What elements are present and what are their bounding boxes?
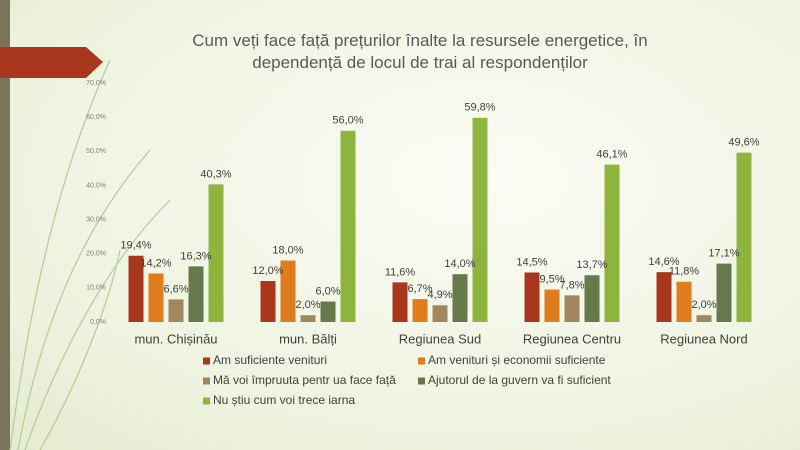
bar bbox=[320, 301, 336, 322]
value-label: 46,1% bbox=[596, 149, 627, 161]
value-label: 7,8% bbox=[559, 279, 584, 291]
bar bbox=[736, 152, 752, 322]
y-tick-label: 50,0% bbox=[86, 148, 106, 155]
value-label: 12,0% bbox=[252, 265, 283, 277]
bar bbox=[544, 289, 560, 322]
legend-swatch bbox=[203, 397, 210, 405]
bar bbox=[584, 275, 600, 322]
title-banner bbox=[0, 47, 103, 78]
legend-swatch bbox=[418, 377, 425, 385]
value-label: 2,0% bbox=[691, 299, 716, 311]
value-label: 6,0% bbox=[315, 285, 340, 297]
value-label: 19,4% bbox=[120, 240, 151, 252]
legend-swatch bbox=[203, 357, 210, 365]
value-label: 18,0% bbox=[272, 244, 303, 256]
value-label: 56,0% bbox=[332, 115, 363, 127]
x-tick-label: Regiunea Centru bbox=[523, 331, 621, 346]
bar bbox=[300, 315, 316, 322]
value-label: 9,5% bbox=[539, 273, 564, 285]
value-label: 14,0% bbox=[444, 258, 475, 270]
value-label: 13,7% bbox=[576, 259, 607, 271]
value-label: 11,6% bbox=[385, 266, 416, 278]
bar bbox=[168, 299, 184, 322]
bar bbox=[676, 281, 692, 322]
legend-label: Nu știu cum voi trece iarna bbox=[213, 393, 355, 407]
y-tick-label: 30,0% bbox=[86, 216, 106, 223]
bar bbox=[696, 315, 712, 322]
side-stripe bbox=[0, 0, 10, 450]
bar bbox=[280, 260, 296, 322]
value-label: 6,7% bbox=[407, 283, 432, 295]
value-label: 14,5% bbox=[516, 256, 547, 268]
value-label: 11,8% bbox=[669, 266, 700, 278]
y-tick-label: 10,0% bbox=[86, 285, 106, 292]
bar bbox=[604, 164, 620, 322]
legend-swatch bbox=[418, 357, 425, 365]
y-tick-label: 70,0% bbox=[86, 80, 106, 87]
value-label: 14,2% bbox=[140, 257, 171, 269]
x-tick-label: Regiunea Nord bbox=[660, 331, 747, 346]
bar bbox=[412, 299, 428, 322]
value-label: 2,0% bbox=[295, 299, 320, 311]
bar bbox=[260, 281, 276, 322]
bar bbox=[148, 273, 164, 322]
value-label: 59,8% bbox=[464, 102, 495, 114]
decor-curves bbox=[9, 59, 171, 450]
value-label: 17,1% bbox=[708, 248, 739, 260]
x-tick-label: Regiunea Sud bbox=[399, 331, 481, 346]
bar bbox=[472, 117, 488, 322]
bar bbox=[392, 282, 408, 322]
bar bbox=[128, 255, 144, 322]
value-label: 40,3% bbox=[200, 168, 231, 180]
value-label: 6,6% bbox=[163, 283, 188, 295]
bar bbox=[188, 266, 204, 322]
y-tick-label: 60,0% bbox=[86, 114, 106, 121]
bar bbox=[452, 274, 468, 322]
x-tick-label: mun. Bălți bbox=[279, 331, 337, 346]
legend-label: Mă voi împruuta pentr ua face față bbox=[213, 373, 396, 387]
bar bbox=[656, 272, 672, 322]
bar bbox=[208, 184, 224, 322]
y-tick-label: 40,0% bbox=[86, 182, 106, 189]
chart-title: Cum veți face față prețurilor înalte la … bbox=[192, 31, 648, 72]
y-tick-label: 20,0% bbox=[86, 251, 106, 258]
value-label: 4,9% bbox=[427, 289, 452, 301]
bar bbox=[432, 305, 448, 322]
bar bbox=[340, 130, 356, 322]
legend-label: Am venituri și economii suficiente bbox=[428, 353, 606, 367]
bar bbox=[564, 295, 580, 322]
bar bbox=[524, 272, 540, 322]
value-label: 49,6% bbox=[728, 137, 759, 149]
value-label: 16,3% bbox=[180, 250, 211, 262]
x-tick-label: mun. Chișinău bbox=[134, 331, 217, 346]
legend-label: Ajutorul de la guvern va fi suficient bbox=[428, 373, 611, 387]
legend-label: Am suficiente venituri bbox=[213, 353, 327, 367]
bar bbox=[716, 263, 732, 322]
legend-swatch bbox=[203, 377, 210, 385]
value-label: 14,6% bbox=[648, 256, 679, 268]
y-tick-label: 0,0% bbox=[90, 319, 106, 326]
